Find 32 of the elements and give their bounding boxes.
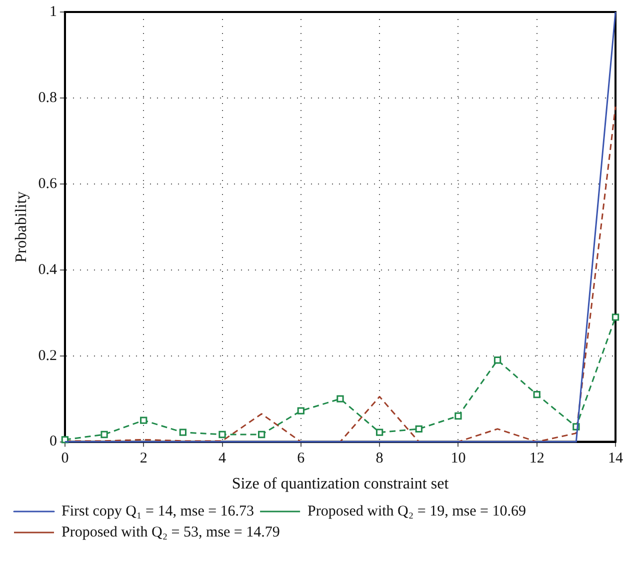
x-tick-label: 8 [376,450,384,467]
legend-label: Proposed with Q₂ = 19, mse = 10.69 [308,503,526,520]
y-tick-label: 0.8 [38,90,57,106]
point [100,430,108,438]
point [179,428,187,436]
point [258,430,266,438]
x-tick-label: 2 [140,450,148,467]
point [376,428,384,436]
point [612,314,620,321]
x-tick-label: 6 [297,450,306,467]
x-tick-label: 0 [61,450,69,467]
y-tick-label: 0.4 [38,262,58,278]
point [454,412,462,420]
x-axis-title: Size of quantization constraint set [232,476,450,493]
x-tick-label: 12 [529,450,544,467]
point [494,356,502,364]
legend-label: Proposed with Q₂ = 53, mse = 14.79 [62,524,280,540]
y-tick-label: 0 [49,434,57,450]
point [533,390,540,398]
point [140,416,148,424]
y-tick-label: 0.6 [38,176,58,192]
point [218,430,226,438]
y-tick-label: 1 [49,4,57,20]
point [297,407,304,414]
y-tick-label: 0.2 [38,348,57,364]
point [415,425,422,432]
x-tick-label: 4 [218,450,226,467]
y-axis-title: Probability [12,191,30,262]
x-tick-label: 14 [608,450,624,467]
x-tick-label: 10 [450,450,466,467]
point [336,395,344,402]
legend-label: First copy Q₁ = 14, mse = 16.73 [62,503,254,520]
